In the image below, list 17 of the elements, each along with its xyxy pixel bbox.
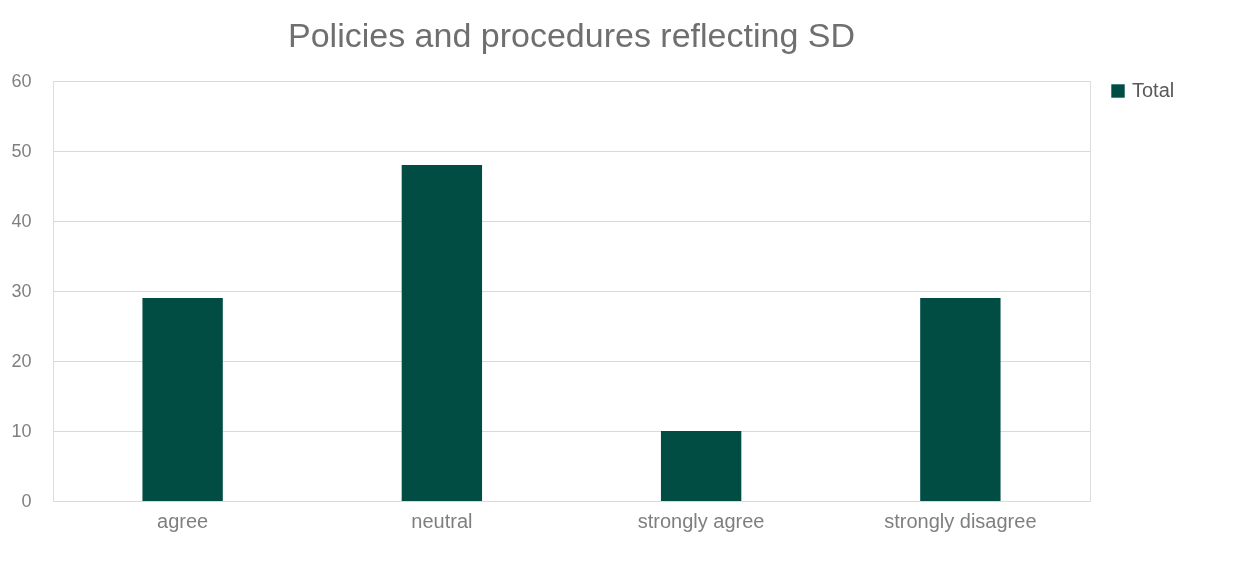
- y-tick-label: 20: [11, 350, 32, 371]
- bar: [401, 165, 483, 501]
- y-tick-label: 0: [21, 490, 32, 511]
- chart-title: Policies and procedures reflecting SD: [288, 16, 855, 54]
- bar: [660, 431, 742, 501]
- y-tick-label: 30: [11, 280, 32, 301]
- x-tick-label: strongly disagree: [884, 509, 1037, 532]
- bar: [920, 298, 1001, 501]
- x-tick-label: strongly agree: [637, 509, 765, 532]
- bar: [142, 298, 223, 501]
- x-tick-label: neutral: [411, 509, 473, 532]
- legend-label: Total: [1132, 79, 1175, 101]
- y-tick-label: 40: [11, 210, 32, 231]
- y-tick-label: 10: [11, 420, 32, 441]
- y-tick-label: 60: [11, 70, 32, 91]
- x-tick-label: agree: [157, 509, 209, 532]
- y-tick-label: 50: [11, 140, 32, 161]
